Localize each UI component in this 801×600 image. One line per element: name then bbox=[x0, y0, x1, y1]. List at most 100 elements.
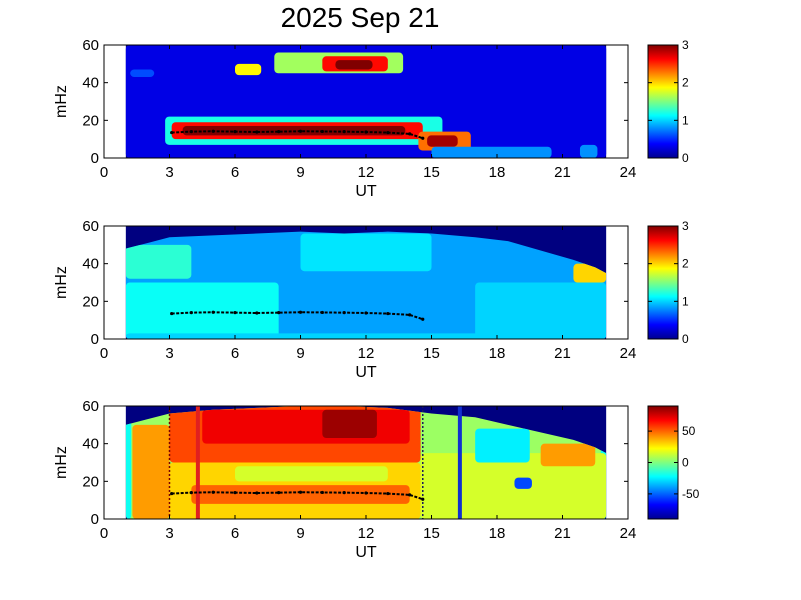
trace-point bbox=[408, 313, 412, 317]
heatmap-region bbox=[540, 443, 596, 467]
colorbar-tick-label: 0 bbox=[682, 151, 689, 165]
trace-point bbox=[342, 130, 346, 134]
trace-point bbox=[320, 490, 324, 495]
x-tick-label: 9 bbox=[296, 345, 304, 362]
trace-point bbox=[211, 490, 215, 494]
trace-point bbox=[189, 130, 193, 134]
x-tick-label: 15 bbox=[423, 345, 440, 362]
colorbar-tick-label: 50 bbox=[682, 424, 696, 438]
y-tick-label: 60 bbox=[82, 218, 99, 235]
y-tick-label: 60 bbox=[82, 37, 99, 54]
heatmap-cells bbox=[125, 45, 607, 158]
x-tick-label: 18 bbox=[489, 525, 506, 542]
colorbar-tick-label: 1 bbox=[682, 294, 689, 308]
colorbar-tick-label: 0 bbox=[682, 456, 689, 470]
y-tick-label: 0 bbox=[91, 150, 99, 167]
trace-point bbox=[255, 130, 259, 134]
y-tick-label: 60 bbox=[82, 398, 99, 415]
x-tick-label: 24 bbox=[620, 525, 637, 542]
heatmap-region bbox=[125, 244, 192, 279]
y-axis-label: mHz bbox=[53, 446, 70, 479]
x-axis-label: UT bbox=[355, 544, 377, 561]
trace-point bbox=[386, 491, 390, 496]
trace-point bbox=[170, 130, 174, 135]
heatmap-region bbox=[235, 63, 262, 76]
x-tick-label: 18 bbox=[489, 164, 506, 181]
y-axis-label: mHz bbox=[53, 266, 70, 299]
y-tick-label: 20 bbox=[82, 293, 99, 310]
x-tick-label: 12 bbox=[358, 164, 375, 181]
figure-title: 2025 Sep 21 bbox=[280, 2, 440, 33]
trace-point bbox=[233, 130, 237, 134]
y-tick-label: 0 bbox=[91, 511, 99, 528]
y-tick-label: 40 bbox=[82, 436, 99, 453]
heatmap-cells bbox=[125, 406, 607, 519]
x-tick-label: 24 bbox=[620, 345, 637, 362]
colorbar-tick-label: 3 bbox=[682, 219, 689, 233]
trace-point bbox=[298, 310, 303, 314]
heatmap-region bbox=[125, 282, 279, 339]
y-tick-label: 20 bbox=[82, 112, 99, 129]
trace-point bbox=[277, 491, 281, 495]
colorbar bbox=[647, 225, 679, 340]
trace-point bbox=[277, 130, 281, 134]
x-tick-label: 0 bbox=[100, 164, 108, 181]
heatmap-region bbox=[300, 233, 432, 272]
panel-3: 0 3 6 9 12 15 18 21 24 0 20 40 60 UT mHz 50 0 -50 bbox=[53, 398, 700, 561]
colorbar bbox=[647, 405, 679, 520]
trace-point bbox=[320, 310, 324, 315]
trace-point bbox=[364, 491, 368, 495]
trace-point bbox=[170, 491, 174, 496]
colorbar-tick-label: 1 bbox=[682, 113, 689, 127]
trace-point bbox=[255, 311, 259, 315]
x-tick-label: 3 bbox=[165, 164, 173, 181]
trace-point bbox=[211, 129, 215, 133]
x-tick-label: 15 bbox=[423, 164, 440, 181]
x-tick-label: 18 bbox=[489, 345, 506, 362]
colorbar-tick-label: 0 bbox=[682, 332, 689, 346]
y-tick-label: 40 bbox=[82, 75, 99, 92]
y-tick-label: 0 bbox=[91, 331, 99, 348]
heatmap-region bbox=[475, 282, 607, 339]
heatmap-region bbox=[514, 477, 532, 489]
trace-point bbox=[233, 491, 237, 495]
heatmap-image bbox=[125, 226, 607, 339]
heatmap-region bbox=[475, 428, 530, 463]
x-tick-label: 6 bbox=[231, 345, 239, 362]
x-tick-label: 6 bbox=[231, 164, 239, 181]
trace-point bbox=[421, 497, 425, 501]
x-tick-label: 12 bbox=[358, 345, 375, 362]
x-tick-label: 6 bbox=[231, 525, 239, 542]
x-tick-label: 9 bbox=[296, 525, 304, 542]
heatmap-region bbox=[322, 409, 377, 439]
trace-point bbox=[364, 311, 368, 315]
trace-point bbox=[211, 310, 215, 314]
trace-point bbox=[298, 490, 303, 494]
heatmap-region bbox=[579, 144, 598, 158]
x-axis-label: UT bbox=[355, 364, 377, 381]
y-tick-label: 40 bbox=[82, 256, 99, 273]
heatmap-image bbox=[125, 406, 607, 519]
x-tick-label: 3 bbox=[165, 345, 173, 362]
x-tick-label: 21 bbox=[554, 525, 571, 542]
heatmap-region bbox=[335, 60, 373, 70]
trace-point bbox=[298, 129, 303, 133]
trace-point bbox=[421, 317, 425, 321]
x-tick-label: 0 bbox=[100, 345, 108, 362]
heatmap-region bbox=[191, 485, 410, 504]
colorbar-tick-label: 2 bbox=[682, 76, 689, 90]
colorbar bbox=[647, 44, 679, 159]
colorbar-tick-label: -50 bbox=[682, 487, 700, 501]
x-tick-label: 3 bbox=[165, 525, 173, 542]
trace-point bbox=[320, 129, 324, 134]
heatmap-region bbox=[125, 406, 132, 519]
colorbar-tick-label: 3 bbox=[682, 38, 689, 52]
trace-point bbox=[189, 311, 193, 315]
trace-point bbox=[255, 491, 259, 495]
trace-point bbox=[189, 491, 193, 495]
x-tick-label: 15 bbox=[423, 525, 440, 542]
x-tick-label: 24 bbox=[620, 164, 637, 181]
